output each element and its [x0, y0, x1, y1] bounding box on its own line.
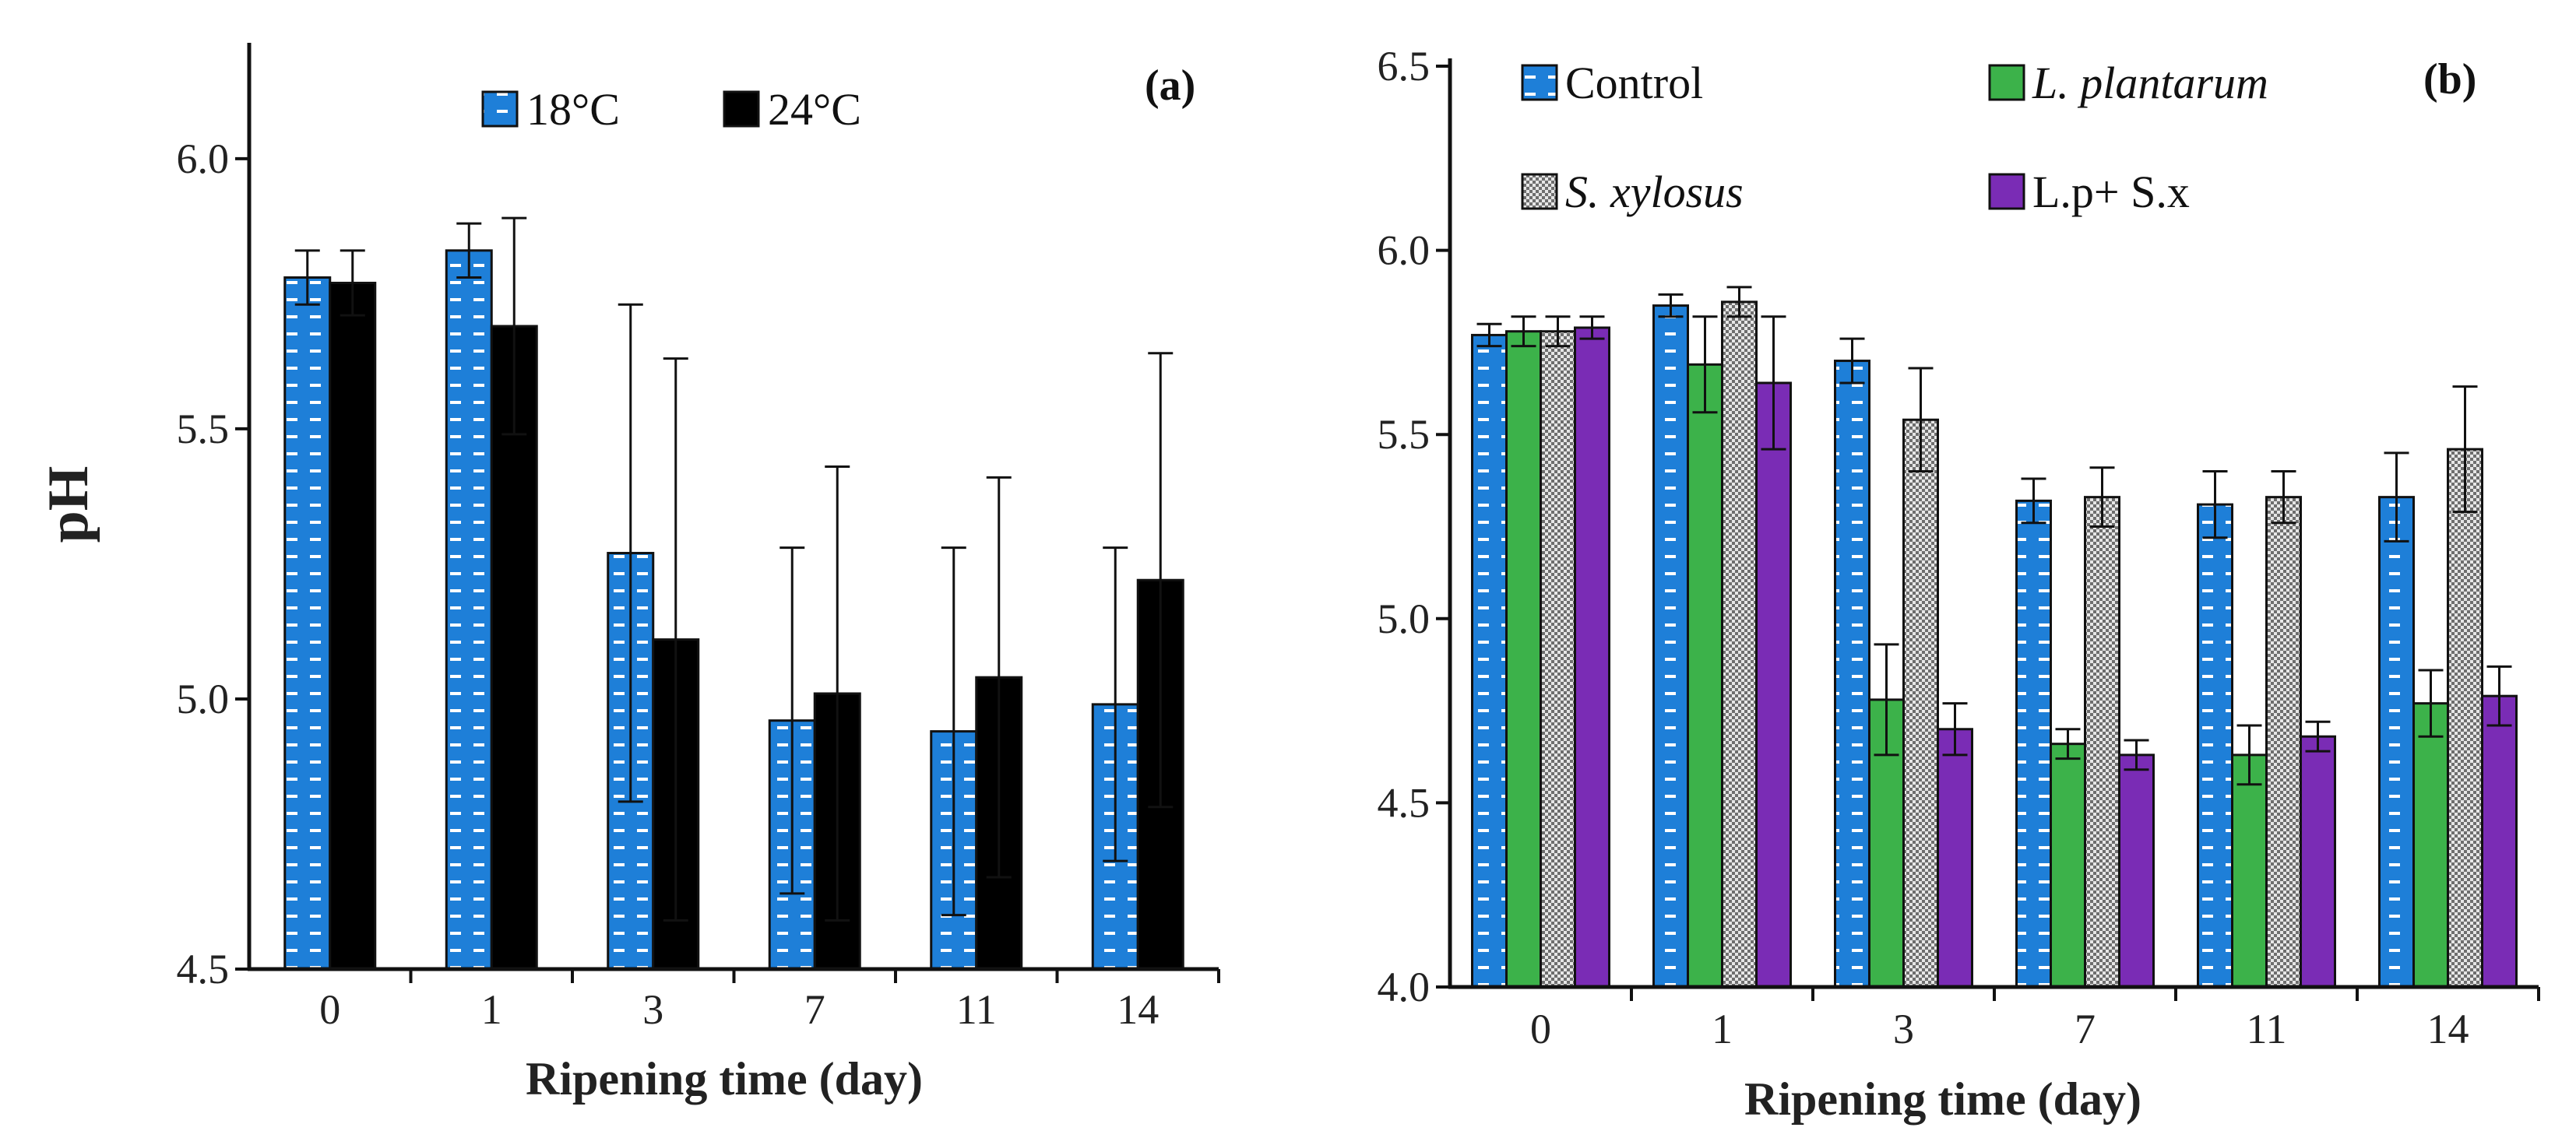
panel-a-y-axis-title: pH [37, 466, 100, 543]
legend-swatch-lp-sx [1988, 173, 2025, 210]
legend-label-24c: 24°C [768, 84, 861, 135]
panel-a-bars [283, 216, 1184, 971]
y-tick-label: 5.0 [177, 676, 230, 722]
y-tick-label: 5.5 [1378, 411, 1431, 458]
x-tick-label: 7 [804, 986, 825, 1033]
bar [1505, 330, 1542, 989]
legend-swatch-control [1521, 64, 1558, 101]
y-tick-label: 4.0 [1378, 964, 1431, 1010]
bar [2084, 496, 2120, 989]
y-tick-label: 5.5 [177, 406, 230, 452]
legend-swatch-s-xylosus [1521, 173, 1558, 210]
panel-a: 4.5 5.0 5.5 6.0 0 1 3 7 11 14 pH Ripening time (… [37, 43, 1220, 1105]
x-tick-label: 0 [1530, 1006, 1551, 1052]
x-tick-label: 3 [642, 986, 663, 1033]
legend-label-18c: 18°C [526, 84, 620, 135]
bar [1902, 418, 1939, 989]
bar [1721, 300, 1758, 989]
x-tick-label: 3 [1893, 1006, 1914, 1052]
bar [2015, 499, 2052, 989]
x-tick-label: 14 [2427, 1006, 2469, 1052]
legend-label-control: Control [1565, 58, 1703, 108]
bar [1574, 326, 1610, 989]
y-tick-label: 4.5 [177, 946, 230, 992]
legend-swatch-24c [723, 90, 760, 128]
bar [2300, 735, 2336, 989]
panel-a-legend: 18°C 24°C [481, 84, 861, 135]
x-tick-label: 1 [1712, 1006, 1733, 1052]
bar [329, 281, 377, 971]
panel-b-label: (b) [2423, 55, 2476, 104]
x-tick-label: 11 [956, 986, 997, 1033]
bar [1540, 330, 1576, 989]
bar [1755, 381, 1792, 989]
bar [1834, 360, 1870, 989]
y-tick-label: 5.0 [1378, 595, 1431, 642]
panel-a-axes [235, 43, 1220, 983]
x-tick-label: 0 [319, 986, 340, 1033]
bar [2412, 702, 2449, 989]
panel-a-x-axis-title: Ripening time (day) [526, 1053, 923, 1105]
bar [1937, 728, 1973, 989]
bar [2378, 496, 2415, 989]
panel-b-axes [1436, 58, 2540, 1001]
panel-b-legend: Control L. plantarum S. xylosus L.p+ S.x [1521, 58, 2268, 217]
bar [2231, 753, 2268, 989]
x-tick-label: 7 [2075, 1006, 2096, 1052]
bar [1471, 333, 1508, 989]
legend-label-lp-sx: L.p+ S.x [2032, 167, 2190, 217]
bar [2118, 753, 2155, 989]
panel-b-x-tick-labels: 0 1 3 7 11 14 [1530, 1006, 2469, 1052]
bar [2265, 496, 2302, 989]
panel-a-x-tick-labels: 0 1 3 7 11 14 [319, 986, 1159, 1033]
legend-swatch-l-plantarum [1988, 64, 2025, 101]
y-tick-label: 6.5 [1378, 43, 1431, 90]
panel-a-label: (a) [1145, 61, 1195, 110]
panel-b: 4.0 4.5 5.0 5.5 6.0 6.5 0 1 3 7 11 14 Ripening tim… [1378, 43, 2540, 1125]
panel-a-y-tick-labels: 4.5 5.0 5.5 6.0 [177, 135, 230, 992]
bar [2447, 448, 2483, 989]
bar [2050, 743, 2086, 989]
legend-swatch-18c [481, 90, 519, 128]
bar [1687, 363, 1723, 989]
bar [2197, 503, 2233, 989]
y-tick-label: 4.5 [1378, 779, 1431, 826]
y-tick-label: 6.0 [177, 135, 230, 182]
x-tick-label: 11 [2247, 1006, 2287, 1052]
legend-label-l-plantarum: L. plantarum [2032, 58, 2268, 108]
bar [1652, 304, 1689, 989]
bar [283, 276, 332, 971]
bar [445, 249, 493, 971]
bar [2481, 694, 2518, 989]
panel-b-bars [1471, 286, 2518, 989]
panel-b-y-tick-labels: 4.0 4.5 5.0 5.5 6.0 6.5 [1378, 43, 1431, 1010]
x-tick-label: 1 [481, 986, 502, 1033]
panel-b-x-axis-title: Ripening time (day) [1744, 1073, 2141, 1125]
y-tick-label: 6.0 [1378, 227, 1431, 274]
x-tick-label: 14 [1117, 986, 1159, 1033]
legend-label-s-xylosus: S. xylosus [1565, 167, 1744, 217]
